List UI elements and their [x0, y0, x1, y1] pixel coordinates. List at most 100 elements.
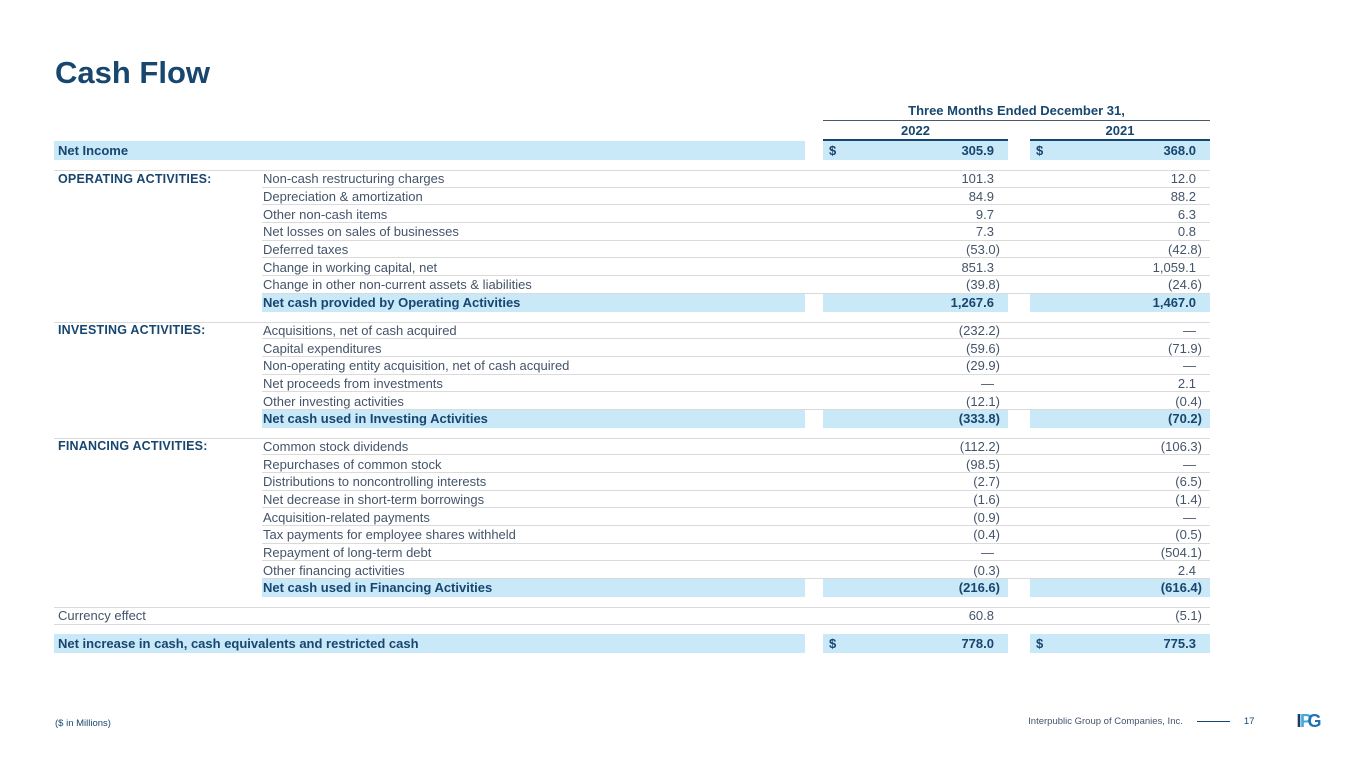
section-header: OPERATING ACTIVITIES: [58, 171, 212, 186]
cell-value: 12.0 [1170, 171, 1196, 187]
row-label-text: Tax payments for employee shares withhel… [263, 527, 516, 543]
value-2021: (504.1) [1030, 544, 1210, 562]
section-header [54, 410, 262, 428]
value-2021: 0.8 [1030, 223, 1210, 241]
row-label-text: Repayment of long-term debt [263, 545, 432, 561]
period-header: Three Months Ended December 31, [823, 103, 1210, 121]
section-header [54, 188, 262, 206]
value-2021: 88.2 [1030, 188, 1210, 206]
cell-value: (42.8) [1168, 242, 1202, 258]
value-2022: 101.3 [823, 170, 1008, 188]
row-label-text: Other non-cash items [263, 206, 388, 222]
footer-divider-line [1196, 720, 1230, 722]
value-2022: (98.5) [823, 455, 1008, 473]
cell-value: (216.6) [958, 580, 1000, 596]
cell-value: 851.3 [961, 259, 994, 275]
row-label-text: Net cash used in Investing Activities [263, 411, 488, 427]
value-2022: (216.6) [823, 579, 1008, 597]
value-2022: (1.6) [823, 491, 1008, 509]
row-label: Non-operating entity acquisition, net of… [262, 357, 805, 375]
row-label-text: Repurchases of common stock [263, 456, 442, 472]
row-label-text: Acquisition-related payments [263, 509, 430, 525]
section-header [54, 526, 262, 544]
row-label-text: Net increase in cash, cash equivalents a… [58, 635, 419, 651]
cell-value: — [981, 545, 994, 561]
section-total-row: Net cash used in Financing Activities (21… [54, 579, 1210, 597]
row-label-text: Depreciation & amortization [263, 189, 423, 205]
value-2021: (24.6) [1030, 276, 1210, 294]
footer: Interpublic Group of Companies, Inc. 17 … [1028, 711, 1321, 731]
currency-symbol: $ [1036, 143, 1044, 158]
value-2021: (70.2) [1030, 409, 1210, 428]
row-label: Acquisitions, net of cash acquired [262, 322, 805, 340]
cell-value: (29.9) [966, 358, 1000, 374]
section-header [54, 455, 262, 473]
cell-value: (24.6) [1168, 277, 1202, 293]
cell-value: 305.9 [961, 143, 994, 158]
value-2021: — [1030, 455, 1210, 473]
value-2021: — [1030, 357, 1210, 375]
row-label: Currency effect [54, 607, 805, 625]
cell-value: (0.9) [973, 509, 1000, 525]
row-label-text: Deferred taxes [263, 242, 349, 258]
footer-company-name: Interpublic Group of Companies, Inc. [1028, 715, 1183, 727]
row-label-text: Change in other non-current assets & lia… [263, 277, 532, 293]
row-label: Net cash used in Financing Activities [262, 579, 805, 597]
cell-value: 2.1 [1177, 375, 1196, 391]
table-row: Change in other non-current assets & lia… [54, 276, 1210, 294]
value-2021: (616.4) [1030, 579, 1210, 597]
cell-value: — [981, 375, 994, 391]
cell-value: — [1183, 509, 1196, 525]
value-2022: — [823, 375, 1008, 393]
value-2022: $305.9 [823, 141, 1008, 160]
table-row: Capital expenditures (59.6) (71.9) [54, 339, 1210, 357]
table-row: Net proceeds from investments — 2.1 [54, 375, 1210, 393]
row-label: Non-cash restructuring charges [262, 170, 805, 188]
row-label-text: Net cash used in Financing Activities [263, 580, 493, 596]
row-label-text: Change in working capital, net [263, 259, 438, 275]
table-row: Non-operating entity acquisition, net of… [54, 357, 1210, 375]
cell-value: 6.3 [1177, 206, 1196, 222]
row-label: Net proceeds from investments [262, 375, 805, 393]
table-row: INVESTING ACTIVITIES: Acquisitions, net o… [54, 321, 1210, 340]
table-row: Tax payments for employee shares withhel… [54, 526, 1210, 544]
row-label: Net losses on sales of businesses [262, 223, 805, 241]
section-header [54, 375, 262, 393]
value-2022: 84.9 [823, 188, 1008, 206]
column-header-2021: 2021 [1030, 123, 1210, 141]
row-label: Acquisition-related payments [262, 508, 805, 526]
table-row: Acquisition-related payments (0.9) — [54, 508, 1210, 526]
currency-symbol: $ [829, 635, 837, 651]
value-2021: (0.4) [1030, 392, 1210, 410]
table-row: Other investing activities (12.1) (0.4) [54, 392, 1210, 410]
cell-value: 0.8 [1177, 224, 1196, 240]
value-2021: (6.5) [1030, 473, 1210, 491]
value-2021: 1,467.0 [1030, 293, 1210, 312]
logo-letter-p: P [1299, 711, 1312, 731]
value-2021: (5.1) [1030, 607, 1210, 625]
row-label: Tax payments for employee shares withhel… [262, 526, 805, 544]
row-label: Change in other non-current assets & lia… [262, 276, 805, 294]
value-2022: $778.0 [823, 633, 1008, 653]
table-body: Net Income $305.9 $368.0 OPERATING ACTIVITI… [54, 141, 1210, 653]
row-label-text: Net proceeds from investments [263, 375, 443, 391]
footnote: ($ in Millions) [55, 718, 111, 729]
value-2021: (71.9) [1030, 339, 1210, 357]
section-header [54, 491, 262, 509]
table-row: Other non-cash items 9.7 6.3 [54, 205, 1210, 223]
section-header [54, 205, 262, 223]
cell-value: (1.6) [973, 492, 1000, 508]
row-label: Depreciation & amortization [262, 188, 805, 206]
row-label: Net cash used in Investing Activities [262, 409, 805, 428]
cell-value: (112.2) [959, 438, 1000, 454]
value-2021: 1,059.1 [1030, 258, 1210, 276]
cell-value: 1,467.0 [1152, 295, 1196, 311]
cash-flow-table: Three Months Ended December 31, 2022 202… [54, 103, 1210, 653]
row-label: Net Income [54, 141, 805, 160]
table-row: Repurchases of common stock (98.5) — [54, 455, 1210, 473]
row-label: Distributions to noncontrolling interest… [262, 473, 805, 491]
table-year-header-row: 2022 2021 [54, 123, 1210, 141]
currency-symbol: $ [1036, 635, 1044, 651]
section-header [54, 258, 262, 276]
cell-value: 84.9 [968, 189, 994, 205]
